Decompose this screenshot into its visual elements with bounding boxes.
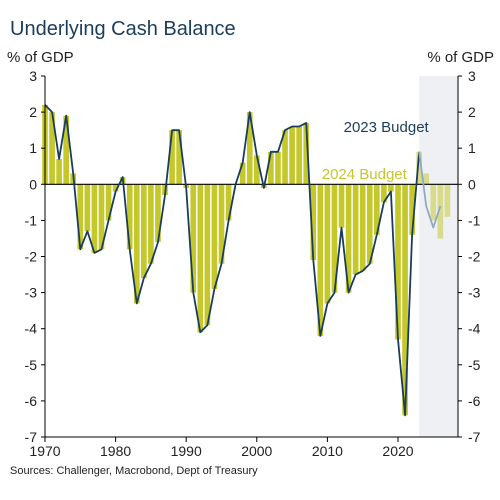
y-tick-left-0: 0 (29, 176, 37, 192)
bar-2004 (282, 130, 288, 185)
bar-1972 (56, 159, 62, 185)
y-tick-right--6: -6 (468, 393, 481, 409)
bar-2019 (388, 184, 394, 192)
forecast-shading (419, 76, 458, 437)
bar-2016 (366, 184, 373, 264)
bar-2005 (289, 126, 295, 185)
bar-1989 (176, 130, 182, 185)
bar-1999 (246, 112, 253, 185)
bar-2020 (395, 184, 401, 340)
bar-1971 (49, 112, 55, 185)
y-axis-label-right: % of GDP (427, 49, 494, 66)
bar-2006 (296, 126, 302, 185)
y-tick-left-2: 2 (29, 104, 37, 120)
bar-2022 (409, 184, 415, 235)
bar-1988 (169, 130, 175, 185)
y-tick-right--1: -1 (468, 212, 481, 228)
bar-1976 (84, 184, 91, 232)
y-tick-right--3: -3 (468, 285, 481, 301)
bar-1979 (105, 184, 112, 221)
y-tick-left-1: 1 (29, 140, 37, 156)
bar-2013 (345, 184, 352, 293)
bar-1977 (91, 184, 98, 253)
bar-2000 (253, 155, 260, 185)
x-tick-2010: 2010 (312, 443, 343, 459)
chart-title: Underlying Cash Balance (10, 18, 236, 40)
bar-2009 (317, 184, 324, 336)
bar-2014 (352, 184, 359, 275)
y-tick-right--2: -2 (468, 249, 481, 265)
y-tick-right-3: 3 (468, 68, 476, 84)
bar-1985 (148, 184, 154, 264)
x-tick-1980: 1980 (100, 443, 131, 459)
y-tick-left--1: -1 (25, 212, 38, 228)
bar-1983 (133, 184, 140, 304)
bar-2018 (381, 184, 387, 203)
y-tick-left--4: -4 (25, 321, 38, 337)
bar-1996 (225, 184, 232, 221)
bar-2017 (373, 184, 380, 235)
bar-1998 (239, 162, 246, 185)
bar-2007 (303, 122, 310, 185)
bar-2023 (416, 151, 422, 185)
bar-1993 (204, 184, 211, 326)
y-tick-right-0: 0 (468, 176, 476, 192)
y-tick-right--7: -7 (468, 429, 481, 445)
y-tick-left--3: -3 (25, 285, 38, 301)
bar-2010 (324, 184, 331, 304)
bar-2012 (338, 184, 345, 228)
bar-2024 (423, 173, 430, 185)
y-axis-label-left: % of GDP (7, 49, 74, 66)
x-tick-2000: 2000 (241, 443, 272, 459)
x-tick-1970: 1970 (29, 443, 60, 459)
bar-1980 (112, 184, 119, 192)
bar-2011 (331, 184, 338, 293)
bar-1986 (155, 184, 161, 243)
bar-1994 (211, 184, 218, 289)
y-tick-right-1: 1 (468, 140, 476, 156)
bar-1991 (190, 184, 197, 293)
bar-1982 (126, 184, 133, 250)
bar-1984 (141, 184, 147, 279)
bar-2027 (444, 184, 451, 217)
bar-2021 (402, 184, 408, 416)
y-tick-right--5: -5 (468, 357, 481, 373)
bars-2024-budget (42, 104, 451, 416)
annotation-2023-budget: 2023 Budget (344, 119, 430, 136)
bar-2002 (268, 151, 274, 185)
bar-2025 (430, 184, 437, 221)
bar-2008 (310, 184, 317, 261)
line-2023-budget (44, 104, 421, 417)
y-tick-right--4: -4 (468, 321, 481, 337)
y-tick-left--7: -7 (25, 429, 38, 445)
x-tick-1990: 1990 (171, 443, 202, 459)
bar-1978 (98, 184, 105, 250)
bar-2026 (437, 184, 444, 239)
bar-1995 (218, 184, 225, 264)
bar-2003 (275, 151, 281, 185)
y-tick-left-3: 3 (29, 68, 37, 84)
y-tick-left--6: -6 (25, 393, 38, 409)
y-tick-left--2: -2 (25, 249, 38, 265)
annotation-2024-budget: 2024 Budget (322, 166, 408, 183)
bar-1975 (77, 184, 84, 250)
source-note: Sources: Challenger, Macrobond, Dept of … (10, 465, 258, 477)
y-tick-left--5: -5 (25, 357, 38, 373)
bar-1973 (63, 115, 70, 185)
line-2023-budget-forecast (418, 151, 442, 229)
bar-1992 (197, 184, 204, 333)
x-tick-2020: 2020 (382, 443, 413, 459)
y-tick-right-2: 2 (468, 104, 476, 120)
bar-2015 (359, 184, 366, 271)
